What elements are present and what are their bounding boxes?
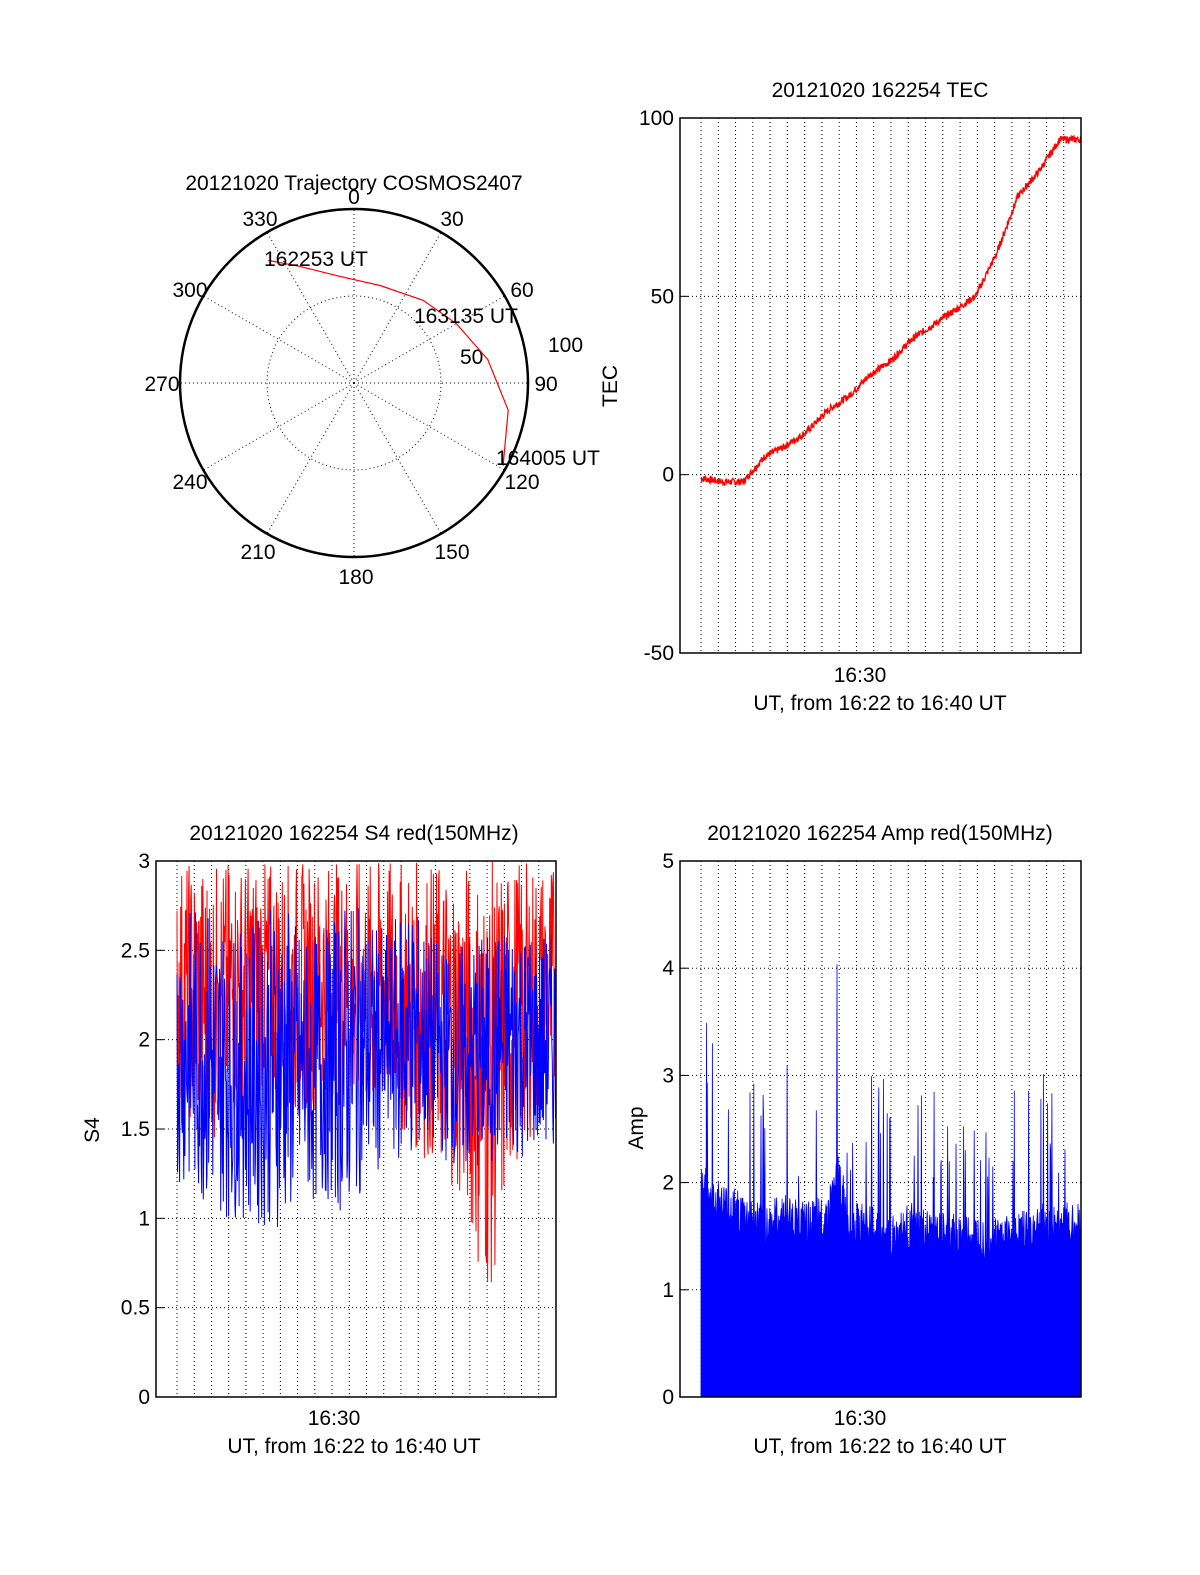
amp-ytick-1: 1 [662, 1279, 674, 1302]
tec-ytick-50: 50 [651, 285, 674, 308]
polar-spoke-240 [203, 382, 355, 471]
polar-outer-circle [178, 207, 530, 559]
amp-xlabel: UT, from 16:22 to 16:40 UT [753, 1435, 1006, 1458]
amp-series [700, 964, 1082, 1398]
amp-title: 20121020 162254 Amp red(150MHz) [707, 822, 1053, 845]
amp-y-ticks: 5 4 3 2 1 0 [662, 850, 688, 1409]
s4-xlabel: UT, from 16:22 to 16:40 UT [227, 1435, 480, 1458]
polar-spoke-330 [266, 232, 355, 384]
s4-ylabel: S4 [81, 1117, 104, 1143]
polar-title: 20121020 Trajectory COSMOS2407 [185, 172, 522, 195]
tec-plot-frame [679, 117, 1082, 654]
polar-spoke-60 [353, 295, 505, 384]
s4-x-tick-1630: 16:30 [308, 1407, 361, 1430]
polar-grid [180, 209, 528, 557]
polar-angle-label-90: 90 [534, 373, 557, 396]
amp-ytick-4: 4 [662, 957, 674, 980]
s4-ytick-1: 1 [138, 1207, 150, 1230]
polar-angle-label-60: 60 [510, 279, 533, 302]
polar-spoke-120 [353, 382, 505, 471]
s4-ytick-2: 2 [138, 1029, 150, 1052]
polar-spoke-150 [353, 382, 442, 534]
tec-xlabel: UT, from 16:22 to 16:40 UT [753, 692, 1006, 715]
polar-angle-label-150: 150 [434, 541, 469, 564]
polar-angle-label-120: 120 [504, 471, 539, 494]
s4-ytick-3: 3 [138, 850, 150, 873]
tec-y-ticks: 100 50 0 -50 [639, 107, 688, 665]
polar-angle-labels: 0 30 60 90 120 150 180 210 240 270 300 330 [144, 186, 557, 589]
polar-angle-label-330: 330 [242, 208, 277, 231]
polar-angle-label-0: 0 [348, 186, 360, 209]
polar-angle-label-30: 30 [440, 208, 463, 231]
s4-blue-series [176, 908, 557, 1228]
s4-blue-line [176, 908, 557, 1228]
polar-angle-label-270: 270 [144, 373, 179, 396]
polar-angle-label-240: 240 [172, 471, 207, 494]
polar-angle-label-300: 300 [172, 279, 207, 302]
tec-ytick--50: -50 [644, 642, 674, 665]
amp-ylabel: Amp [625, 1106, 648, 1149]
s4-chart: 20121020 162254 S4 red(150MHz) 3 2.5 2 1.5 1… [81, 822, 557, 1458]
tec-x-tick-1630: 16:30 [834, 664, 887, 687]
tec-chart: 20121020 162254 TEC 100 50 0 -50 16:30 UT, … [599, 79, 1082, 715]
amp-ytick-5: 5 [662, 850, 674, 873]
trajectory-line [268, 259, 509, 466]
s4-ytick-0: 0 [138, 1386, 150, 1409]
trajectory-end-label: 164005 UT [496, 447, 600, 470]
amp-ytick-3: 3 [662, 1064, 674, 1087]
polar-spoke-30 [353, 232, 442, 384]
tec-series-line [700, 134, 1082, 487]
polar-spoke-210 [266, 382, 355, 534]
tec-grid [680, 117, 1081, 654]
tec-ytick-100: 100 [639, 107, 674, 130]
amp-ytick-0: 0 [662, 1386, 674, 1409]
tec-ylabel: TEC [599, 365, 622, 407]
s4-y-ticks: 3 2.5 2 1.5 1 0.5 0 [121, 850, 164, 1409]
amp-ytick-2: 2 [662, 1172, 674, 1195]
s4-ytick-1.5: 1.5 [121, 1118, 150, 1141]
trajectory-start-label: 162253 UT [264, 248, 368, 271]
polar-chart: 20121020 Trajectory COSMOS2407 0 30 60 90 12… [144, 172, 600, 589]
tec-title: 20121020 162254 TEC [772, 79, 989, 102]
s4-ytick-0.5: 0.5 [121, 1297, 150, 1320]
s4-title: 20121020 162254 S4 red(150MHz) [189, 822, 518, 845]
trajectory-mid-label: 163135 UT [414, 305, 518, 328]
amp-area [700, 964, 1082, 1398]
polar-angle-label-210: 210 [240, 541, 275, 564]
polar-radius-label-50: 50 [460, 346, 483, 369]
amp-chart: 20121020 162254 Amp red(150MHz) 5 4 3 2 1 0 1… [625, 822, 1082, 1458]
polar-ring-0 [266, 295, 442, 471]
polar-spoke-300 [203, 295, 355, 384]
amp-x-tick-1630: 16:30 [834, 1407, 887, 1430]
polar-angle-label-180: 180 [338, 566, 373, 589]
s4-ytick-2.5: 2.5 [121, 939, 150, 962]
amp-plot-frame [679, 860, 1082, 1398]
tec-ytick-0: 0 [662, 464, 674, 487]
polar-radius-label-100: 100 [548, 334, 583, 357]
